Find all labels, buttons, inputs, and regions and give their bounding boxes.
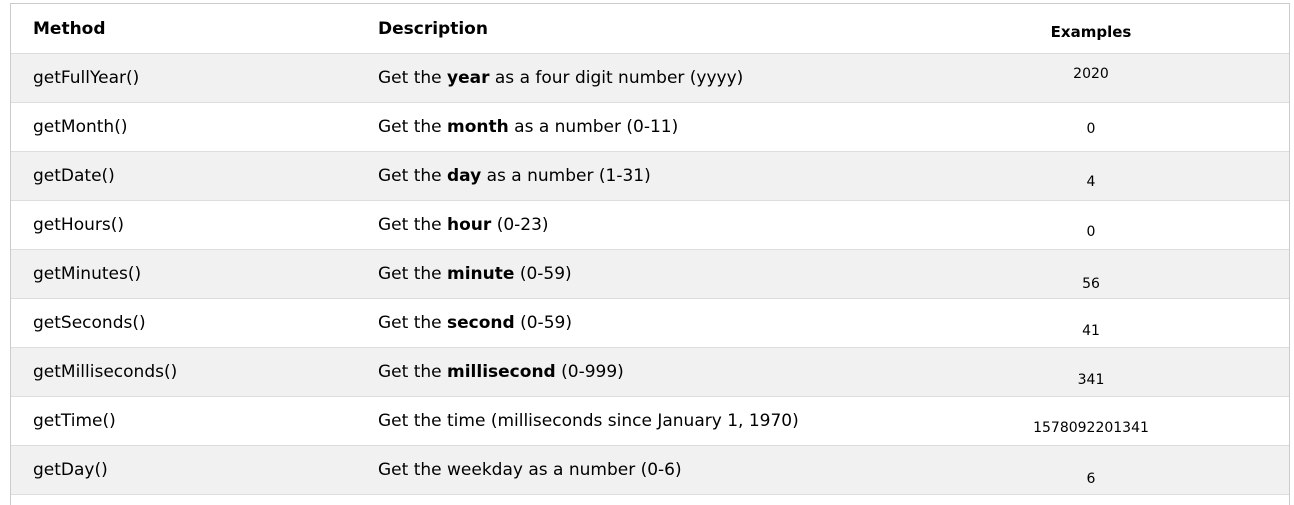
method-description: Get the year as a four digit number (yyy… [378, 68, 743, 88]
example-value: 41 [1082, 323, 1100, 339]
method-description: Get the millisecond (0-999) [378, 362, 624, 382]
example-value: 0 [1086, 121, 1096, 137]
table-row: getFullYear() Get the year as a four dig… [11, 54, 1289, 103]
header-method: Method [33, 19, 106, 39]
table-row: getMinutes() Get the minute (0-59) 56 [11, 250, 1289, 299]
description-text: Get the [378, 362, 448, 382]
description-keyword: year [447, 68, 490, 88]
description-text: Get the [378, 215, 448, 235]
table-body: getFullYear() Get the year as a four dig… [11, 54, 1289, 495]
header-examples: Examples [1050, 23, 1132, 41]
description-keyword: minute [447, 264, 515, 284]
method-description: Get the month as a number (0-11) [378, 117, 678, 137]
method-name: getFullYear() [33, 68, 140, 88]
date-methods-table: Method Description Examples getFullYear(… [10, 3, 1290, 505]
description-text: as a four digit number (yyyy) [489, 68, 744, 88]
example-value: 56 [1082, 276, 1100, 292]
description-text: (0-999) [555, 362, 624, 382]
table-row [11, 495, 1289, 505]
method-name: getTime() [33, 411, 116, 431]
description-text: as a number (1-31) [481, 166, 651, 186]
description-text: (0-23) [491, 215, 549, 235]
header-description: Description [378, 19, 488, 39]
description-keyword: hour [447, 215, 492, 235]
description-text: Get the [378, 166, 448, 186]
method-name: getHours() [33, 215, 124, 235]
method-name: getSeconds() [33, 313, 146, 333]
method-name: getDay() [33, 460, 108, 480]
example-value: 4 [1086, 174, 1096, 190]
table-row: getMilliseconds() Get the millisecond (0… [11, 348, 1289, 397]
example-value: 1578092201341 [1033, 420, 1149, 436]
table-row: getSeconds() Get the second (0-59) 41 [11, 299, 1289, 348]
method-description: Get the hour (0-23) [378, 215, 549, 235]
table-row: getDay() Get the weekday as a number (0-… [11, 446, 1289, 495]
method-description: Get the time (milliseconds since January… [378, 411, 799, 431]
example-value: 6 [1086, 471, 1096, 487]
method-name: getMinutes() [33, 264, 142, 284]
table-row: getMonth() Get the month as a number (0-… [11, 103, 1289, 152]
method-name: getDate() [33, 166, 115, 186]
method-description: Get the second (0-59) [378, 313, 572, 333]
description-keyword: day [447, 166, 482, 186]
table-header: Method Description Examples [11, 4, 1289, 54]
example-value: 2020 [1073, 66, 1109, 82]
description-keyword: millisecond [447, 362, 556, 382]
description-keyword: month [447, 117, 509, 137]
description-text: (0-59) [514, 264, 572, 284]
table-row: getHours() Get the hour (0-23) 0 [11, 201, 1289, 250]
table-row: getDate() Get the day as a number (1-31)… [11, 152, 1289, 201]
description-keyword: second [447, 313, 515, 333]
table-row: getTime() Get the time (milliseconds sin… [11, 397, 1289, 446]
method-name: getMonth() [33, 117, 128, 137]
method-description: Get the minute (0-59) [378, 264, 572, 284]
description-text: Get the [378, 313, 448, 333]
example-value: 0 [1086, 224, 1096, 240]
method-name: getMilliseconds() [33, 362, 178, 382]
description-text: Get the [378, 264, 448, 284]
description-text: Get the [378, 117, 448, 137]
description-text: Get the weekday as a number (0-6) [378, 460, 682, 480]
description-text: as a number (0-11) [508, 117, 679, 137]
description-text: Get the time (milliseconds since January… [378, 411, 799, 431]
description-text: Get the [378, 68, 448, 88]
description-text: (0-59) [514, 313, 572, 333]
method-description: Get the day as a number (1-31) [378, 166, 651, 186]
method-description: Get the weekday as a number (0-6) [378, 460, 682, 480]
example-value: 341 [1077, 372, 1105, 388]
